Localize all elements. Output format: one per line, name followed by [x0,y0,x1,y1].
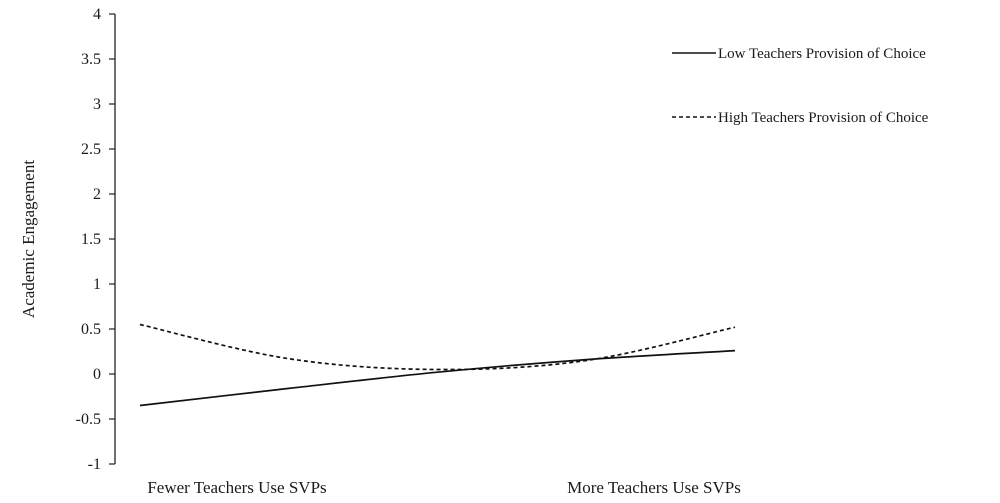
series-line-high-choice [139,323,736,371]
y-tick-label: 4 [93,6,101,23]
y-tick-label: 3 [93,96,101,113]
y-tick-label: 1 [93,276,101,293]
series-line-low-choice [139,349,736,407]
series-group [139,323,736,407]
y-axis-title: Academic Engagement [19,160,38,318]
x-category-labels: Fewer Teachers Use SVPs More Teachers Us… [147,478,741,497]
y-tick-label: -1 [88,456,101,473]
legend-label-high: High Teachers Provision of Choice [718,110,929,126]
y-axis: 4 3.5 3 2.5 2 1.5 1 0.5 0 -0.5 -1 Academic Engagem… [19,6,116,473]
y-tick-label: 0.5 [81,321,101,338]
y-tick-label: 1.5 [81,231,101,248]
y-tick-label: 3.5 [81,51,101,68]
legend-item-high: High Teachers Provision of Choice [672,110,929,126]
legend-label-low: Low Teachers Provision of Choice [718,46,926,62]
y-tick-group: 4 3.5 3 2.5 2 1.5 1 0.5 0 -0.5 -1 [76,6,115,473]
y-tick-label: 2.5 [81,141,101,158]
x-category-label-fewer: Fewer Teachers Use SVPs [147,478,326,497]
legend: Low Teachers Provision of Choice High Te… [672,46,929,126]
legend-item-low: Low Teachers Provision of Choice [672,46,926,62]
y-tick-label: -0.5 [76,411,101,428]
x-category-label-more: More Teachers Use SVPs [567,478,741,497]
y-tick-label: 2 [93,186,101,203]
y-tick-label: 0 [93,366,101,383]
